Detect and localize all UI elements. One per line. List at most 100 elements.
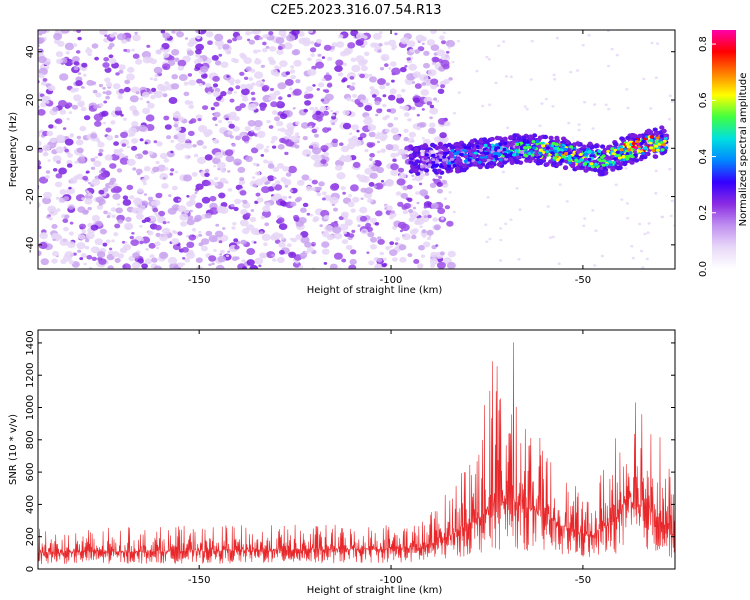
- noise-blob: [92, 89, 98, 94]
- noise-blob: [394, 32, 398, 36]
- signal-core-blob: [424, 153, 429, 157]
- noise-speckle: [538, 124, 542, 127]
- noise-blob: [250, 31, 254, 34]
- noise-blob: [67, 153, 74, 158]
- noise-blob: [303, 108, 309, 113]
- noise-blob: [290, 74, 297, 80]
- noise-blob: [345, 220, 353, 226]
- noise-blob: [129, 235, 134, 240]
- noise-speckle: [670, 100, 674, 103]
- signal-blob: [477, 164, 483, 170]
- noise-blob: [239, 219, 249, 227]
- noise-blob: [320, 145, 329, 152]
- noise-blob: [122, 265, 127, 268]
- signal-core-blob: [495, 143, 500, 147]
- noise-speckle: [443, 197, 447, 200]
- noise-blob: [341, 258, 347, 263]
- noise-blob: [258, 36, 263, 40]
- signal-blob: [484, 164, 490, 170]
- noise-blob: [93, 104, 99, 110]
- signal-core-blob: [541, 157, 546, 161]
- noise-blob: [167, 221, 170, 224]
- noise-blob: [369, 172, 378, 179]
- signal-core-blob: [587, 150, 592, 154]
- noise-blob: [38, 109, 46, 116]
- noise-blob: [126, 145, 131, 149]
- noise-blob: [73, 66, 79, 71]
- noise-blob: [334, 65, 343, 72]
- noise-blob: [53, 125, 57, 129]
- noise-blob: [144, 217, 151, 223]
- noise-blob: [94, 156, 99, 159]
- noise-blob: [109, 180, 115, 185]
- noise-blob: [407, 197, 413, 202]
- noise-blob: [151, 257, 158, 263]
- noise-blob: [392, 134, 401, 141]
- noise-blob: [375, 113, 379, 117]
- signal-blob: [502, 136, 508, 141]
- noise-blob: [271, 110, 278, 115]
- noise-blob: [106, 212, 112, 216]
- noise-blob: [142, 182, 147, 186]
- noise-blob: [251, 176, 256, 180]
- noise-blob: [141, 178, 147, 183]
- noise-blob: [429, 122, 436, 128]
- noise-blob: [441, 179, 448, 185]
- signal-core-blob: [445, 148, 450, 152]
- noise-blob: [85, 48, 93, 54]
- noise-blob: [48, 208, 58, 216]
- noise-blob: [423, 215, 428, 219]
- noise-blob: [351, 64, 361, 73]
- noise-blob: [440, 84, 446, 89]
- noise-blob: [341, 79, 346, 83]
- signal-core-blob: [615, 150, 620, 154]
- noise-blob: [208, 235, 218, 243]
- noise-blob: [235, 105, 242, 112]
- signal-blob: [413, 147, 419, 152]
- noise-blob: [311, 179, 318, 185]
- snr-panel: -150 -100 -50 0 200 400 600 800 1000 1200 1400 He…: [8, 329, 676, 596]
- noise-blob: [298, 265, 304, 269]
- noise-blob: [198, 83, 203, 87]
- noise-blob: [65, 102, 73, 108]
- noise-speckle: [485, 240, 489, 243]
- signal-core-blob: [532, 146, 537, 150]
- noise-blob: [45, 170, 51, 174]
- noise-blob: [148, 90, 153, 94]
- noise-blob: [95, 92, 102, 98]
- noise-speckle: [486, 196, 490, 199]
- noise-blob: [411, 106, 416, 111]
- noise-speckle: [558, 183, 562, 186]
- noise-blob: [369, 86, 375, 91]
- noise-speckle: [630, 244, 634, 248]
- noise-blob: [102, 187, 109, 193]
- noise-blob: [69, 221, 74, 225]
- noise-blob: [55, 173, 63, 179]
- noise-blob: [195, 30, 202, 34]
- noise-blob: [109, 42, 115, 48]
- noise-blob: [38, 241, 48, 250]
- noise-blob: [81, 62, 88, 68]
- noise-blob: [324, 225, 334, 233]
- signal-core-blob: [615, 159, 620, 163]
- signal-blob: [516, 136, 522, 141]
- noise-blob: [416, 113, 420, 117]
- noise-blob: [151, 87, 157, 92]
- noise-blob: [218, 119, 223, 124]
- noise-blob: [278, 30, 287, 37]
- noise-blob: [298, 37, 307, 45]
- noise-blob: [347, 137, 355, 144]
- noise-blob: [231, 226, 236, 230]
- noise-blob: [288, 195, 292, 199]
- noise-blob: [288, 251, 297, 258]
- noise-blob: [218, 240, 223, 244]
- signal-core-blob: [438, 158, 443, 162]
- noise-blob: [38, 73, 45, 79]
- noise-blob: [292, 261, 301, 268]
- noise-blob: [178, 74, 188, 81]
- noise-blob: [102, 121, 107, 125]
- noise-blob: [88, 266, 93, 269]
- noise-blob: [153, 140, 158, 144]
- noise-blob: [430, 202, 439, 210]
- noise-blob: [162, 221, 167, 225]
